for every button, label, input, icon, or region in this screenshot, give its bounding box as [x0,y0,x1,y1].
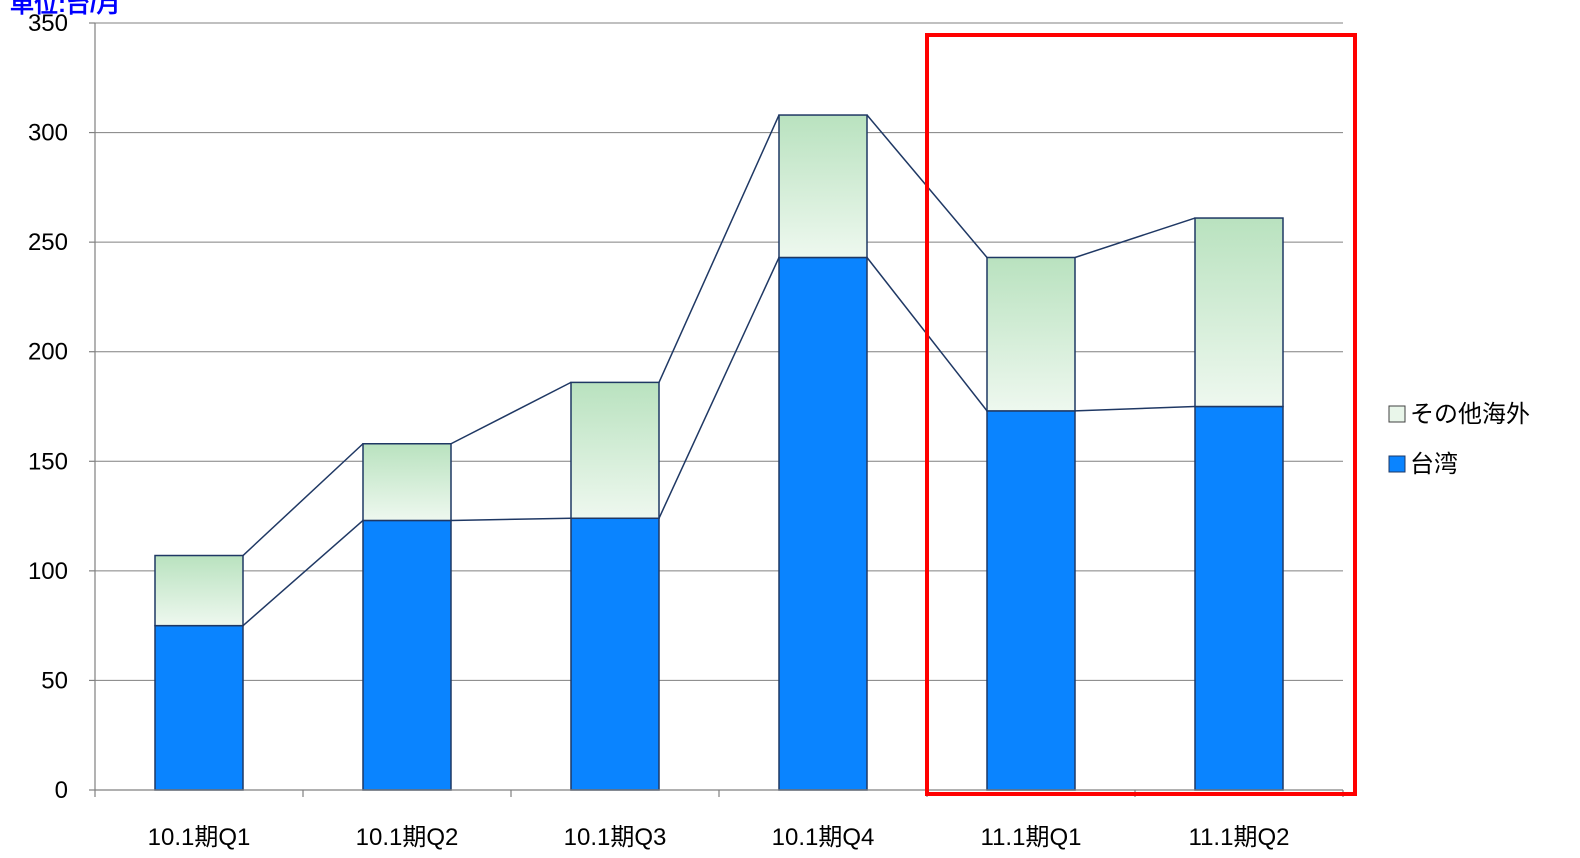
y-tick-label: 0 [55,777,68,804]
bar-taiwan-3 [778,256,868,791]
x-tick-label: 10.1期Q2 [356,824,459,851]
series-connector-lines [242,114,1196,627]
x-tick-label: 11.1期Q2 [1189,824,1290,851]
bar-other-overseas-0 [154,554,244,627]
legend-label: 台湾 [1410,451,1458,478]
bar-taiwan-0 [154,624,244,791]
series-line-0-2 [658,257,780,519]
bar-other-overseas-3 [778,114,868,259]
tick-labels: 0 50 100 150 200 250 300 350 10.1期Q1 10.1期Q2 10.1期… [28,10,1290,851]
y-tick-label: 150 [28,448,68,475]
series-line-1-0 [242,443,364,557]
legend-label: その他海外 [1410,401,1530,428]
bar-other-overseas-5 [1194,217,1284,408]
series-line-1-4 [1074,217,1196,259]
series-line-0-1 [450,517,572,522]
y-tick-label: 200 [28,339,68,366]
highlight-box [925,33,1357,796]
legend-swatch-taiwan [1388,455,1406,473]
gridlines [95,22,1343,681]
y-tick-label: 350 [28,10,68,37]
y-tick-label: 100 [28,558,68,585]
series-line-0-0 [242,519,364,627]
bar-other-overseas-2 [570,381,660,520]
x-tick-label: 10.1期Q1 [148,824,251,851]
y-tick-label: 250 [28,229,68,256]
x-tick-label: 11.1期Q1 [981,824,1082,851]
bar-other-overseas-4 [986,256,1076,412]
legend-swatch-other-overseas [1388,405,1406,423]
series-line-0-4 [1074,405,1196,412]
y-tick-label: 300 [28,120,68,147]
bar-other-overseas-1 [362,443,452,522]
bar-taiwan-5 [1194,405,1284,791]
bar-taiwan-2 [570,517,660,791]
x-tick-label: 10.1期Q3 [564,824,667,851]
bar-taiwan-4 [986,410,1076,791]
bars [154,114,1284,791]
bar-taiwan-1 [362,519,452,791]
series-line-1-2 [658,114,780,383]
axes [89,22,1357,797]
series-line-1-1 [450,381,572,445]
unit-label: 単位:台/月 [10,0,121,18]
x-tick-label: 10.1期Q4 [772,824,875,851]
y-tick-label: 50 [41,667,68,694]
